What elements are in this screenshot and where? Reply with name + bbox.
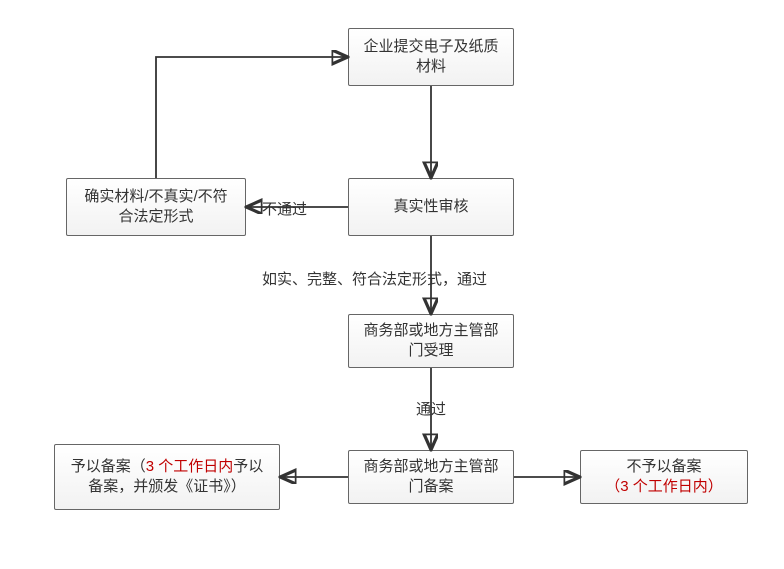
- node-submit: 企业提交电子及纸质材料: [348, 28, 514, 86]
- deny-red: （3 个工作日内）: [605, 478, 723, 495]
- node-approve-label: 予以备案（3 个工作日内予以备案，并颁发《证书》）: [65, 457, 269, 498]
- node-reject: 确实材料/不真实/不符合法定形式: [66, 178, 246, 236]
- approve-red: 3 个工作日内: [146, 458, 234, 475]
- arrow-reject-submit: [156, 57, 346, 178]
- node-filing: 商务部或地方主管部门备案: [348, 450, 514, 504]
- edge-label-pass-full: 如实、完整、符合法定形式，通过: [262, 268, 487, 289]
- edge-label-pass2: 通过: [416, 398, 446, 419]
- node-deny: 不予以备案 （3 个工作日内）: [580, 450, 748, 504]
- node-accept-label: 商务部或地方主管部门受理: [359, 321, 503, 362]
- node-approve: 予以备案（3 个工作日内予以备案，并颁发《证书》）: [54, 444, 280, 510]
- edge-label-fail: 不通过: [262, 198, 307, 219]
- node-verify: 真实性审核: [348, 178, 514, 236]
- node-reject-label: 确实材料/不真实/不符合法定形式: [77, 187, 235, 228]
- approve-pre: 予以备案（: [71, 458, 146, 475]
- deny-pre: 不予以备案: [626, 458, 701, 475]
- node-filing-label: 商务部或地方主管部门备案: [359, 457, 503, 498]
- node-verify-label: 真实性审核: [393, 197, 468, 217]
- node-submit-label: 企业提交电子及纸质材料: [359, 37, 503, 78]
- node-accept: 商务部或地方主管部门受理: [348, 314, 514, 368]
- node-deny-label: 不予以备案 （3 个工作日内）: [605, 457, 723, 498]
